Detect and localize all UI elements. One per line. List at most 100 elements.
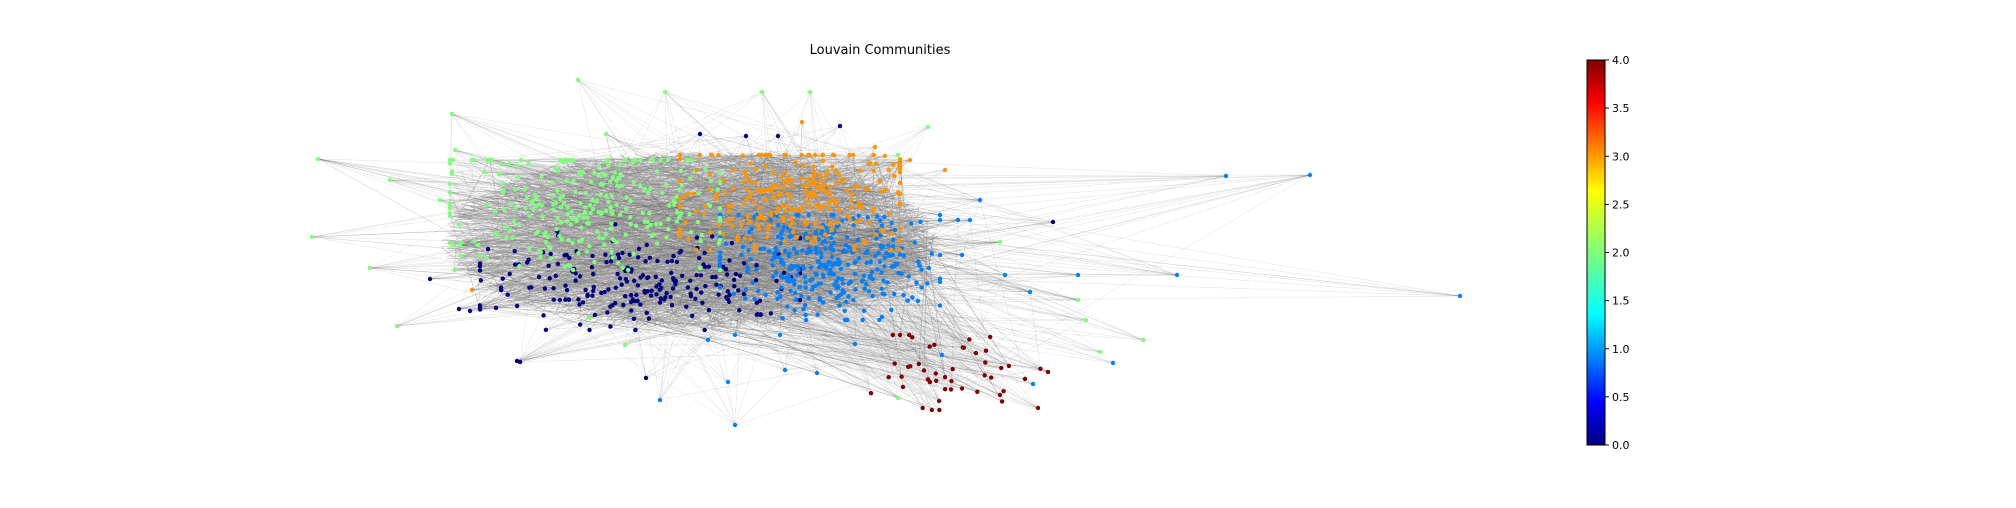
network-node — [803, 317, 809, 323]
network-node — [583, 205, 588, 210]
network-node — [677, 178, 683, 184]
network-node — [674, 259, 680, 265]
network-node — [755, 187, 760, 193]
network-node — [651, 232, 656, 237]
network-node — [781, 185, 786, 190]
network-node — [565, 211, 570, 217]
network-node — [623, 294, 628, 299]
network-node — [768, 311, 774, 316]
network-node — [1174, 272, 1180, 278]
network-node — [834, 180, 839, 186]
network-node — [784, 204, 789, 209]
network-node — [624, 206, 629, 211]
network-node — [492, 231, 498, 236]
network-node — [989, 375, 994, 380]
network-node — [889, 307, 894, 313]
network-node — [880, 291, 885, 296]
network-node — [499, 288, 504, 293]
network-node — [871, 209, 876, 214]
network-node — [493, 305, 499, 311]
network-node — [918, 219, 923, 225]
colorbar-tick-label: 3.0 — [1612, 150, 1630, 163]
network-node — [527, 213, 532, 219]
network-node — [696, 191, 701, 196]
network-node — [596, 163, 602, 169]
network-node — [615, 252, 621, 257]
network-node — [849, 197, 854, 202]
network-node — [553, 273, 558, 278]
network-node — [677, 203, 683, 209]
network-node — [566, 297, 572, 302]
network-node — [507, 161, 512, 166]
network-node — [886, 375, 891, 380]
network-node — [862, 286, 867, 291]
network-node — [844, 299, 849, 304]
network-node — [628, 198, 633, 204]
network-node — [753, 180, 758, 185]
network-node — [745, 214, 751, 219]
network-node — [775, 296, 780, 301]
network-node — [801, 266, 806, 271]
network-node — [929, 251, 934, 256]
network-node — [737, 273, 743, 278]
network-node — [822, 262, 827, 268]
network-node — [879, 286, 884, 291]
network-node — [833, 260, 838, 266]
network-node — [628, 221, 634, 227]
network-node — [889, 221, 894, 226]
network-node — [598, 192, 604, 197]
network-node — [892, 173, 897, 178]
network-node — [527, 246, 532, 251]
network-node — [820, 158, 826, 163]
network-node — [557, 297, 562, 302]
network-node — [484, 255, 489, 261]
network-node — [657, 287, 662, 292]
network-node — [812, 152, 818, 158]
network-node — [562, 264, 567, 269]
network-node — [803, 219, 808, 225]
network-node — [669, 270, 674, 276]
network-node — [967, 217, 973, 223]
network-node — [739, 221, 744, 227]
network-node — [449, 171, 455, 177]
network-node — [999, 365, 1004, 371]
network-node — [686, 191, 691, 196]
network-node — [725, 379, 731, 385]
network-node — [573, 189, 578, 194]
network-node — [315, 156, 321, 162]
network-node — [615, 260, 621, 266]
colorbar-tick-label: 3.5 — [1612, 102, 1630, 115]
network-node — [967, 337, 972, 342]
network-node — [829, 227, 835, 233]
network-node — [853, 287, 858, 292]
network-node — [910, 335, 915, 340]
network-node — [735, 238, 740, 243]
network-node — [753, 243, 758, 248]
network-node — [816, 281, 821, 286]
network-node — [916, 259, 921, 264]
network-node — [650, 157, 655, 163]
network-node — [591, 288, 596, 294]
network-node — [820, 300, 826, 305]
network-node — [867, 275, 873, 280]
network-node — [673, 282, 678, 287]
network-node — [790, 230, 796, 235]
network-node — [602, 242, 607, 247]
network-node — [897, 332, 903, 338]
network-node — [1050, 219, 1056, 225]
network-node — [599, 290, 604, 296]
network-node — [856, 213, 861, 218]
network-node — [657, 300, 663, 305]
network-node — [730, 167, 736, 173]
network-node — [770, 263, 775, 268]
network-node — [724, 272, 730, 277]
network-node — [563, 283, 568, 288]
network-node — [669, 303, 675, 308]
network-node — [831, 196, 836, 202]
network-node — [588, 210, 593, 216]
network-node — [892, 263, 897, 269]
network-node — [508, 228, 513, 233]
network-node — [811, 190, 816, 195]
network-node — [512, 249, 517, 254]
network-node — [558, 205, 564, 210]
